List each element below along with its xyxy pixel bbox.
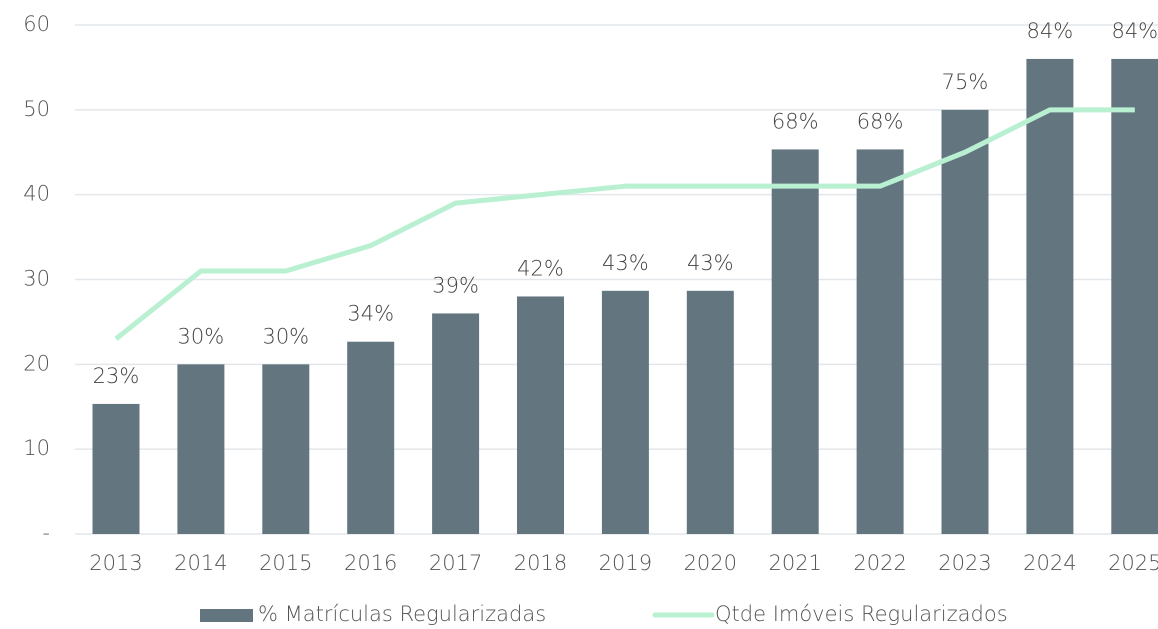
y-tick-label: - [42,521,50,545]
data-label: 75% [942,70,989,94]
y-tick-label: 20 [23,351,50,375]
legend-label: Qtde Imóveis Regularizados [715,602,1008,626]
bar [92,403,140,534]
data-label: 43% [602,251,649,275]
bar [177,364,225,534]
x-tick-label: 2014 [174,551,227,575]
bar [1026,58,1074,534]
line [114,107,1135,341]
legend-label: % Matrículas Regularizadas [258,602,546,626]
x-tick-label: 2018 [514,551,567,575]
bar [347,341,395,534]
data-label: 68% [857,109,904,133]
y-tick-label: 30 [23,267,50,291]
bar [601,290,649,534]
bar [432,313,480,534]
x-tick-label: 2020 [684,551,737,575]
x-tick-label: 2022 [853,551,906,575]
y-tick-label: 60 [23,12,50,36]
x-tick-label: 2023 [938,551,991,575]
data-label: 30% [178,324,225,348]
data-label: 30% [262,324,309,348]
data-label: 84% [1111,19,1158,43]
bar [771,149,819,534]
data-label: 39% [432,273,479,297]
x-tick-label: 2015 [259,551,312,575]
bar [1111,58,1158,534]
x-tick-label: 2025 [1108,551,1158,575]
bar [941,109,989,534]
x-tick-label: 2024 [1023,551,1076,575]
x-tick-label: 2013 [89,551,142,575]
legend-swatch [200,609,253,622]
bar [686,290,734,534]
x-tick-label: 2016 [344,551,397,575]
x-tick-label: 2019 [599,551,652,575]
data-label: 42% [517,256,564,280]
x-tick-label: 2017 [429,551,482,575]
bar [517,296,564,534]
bar [262,364,310,534]
y-tick-label: 10 [23,436,50,460]
data-label: 43% [687,251,734,275]
data-label: 68% [772,109,819,133]
bar [856,149,904,534]
x-tick-label: 2021 [768,551,821,575]
data-label: 23% [93,364,140,388]
data-label: 84% [1027,19,1074,43]
y-tick-label: 50 [23,97,50,121]
data-label: 34% [347,302,394,326]
y-tick-label: 40 [23,182,50,206]
